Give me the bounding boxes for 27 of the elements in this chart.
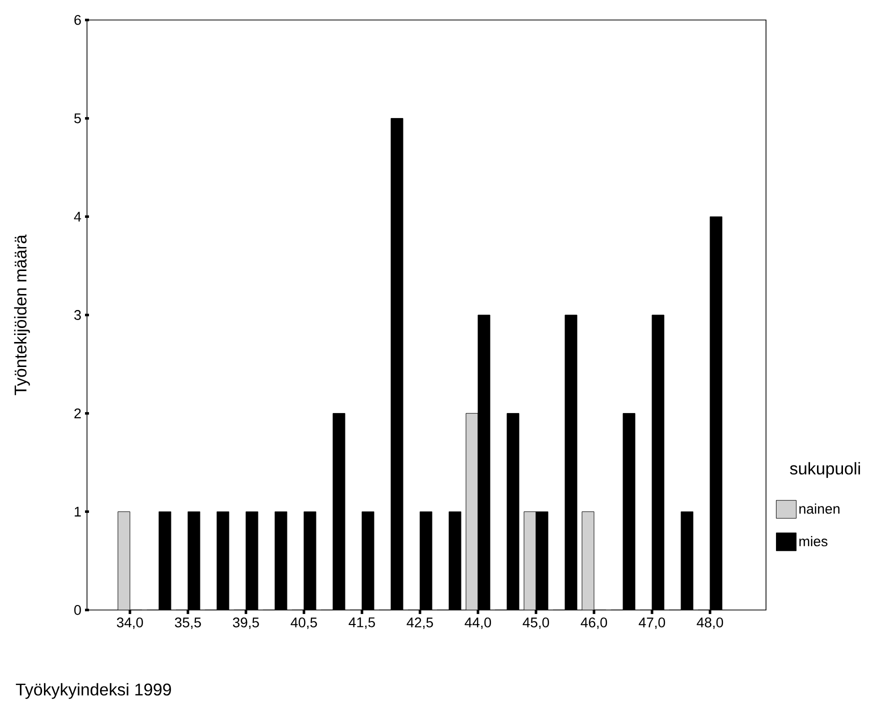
- x-tick-label: 45,0: [522, 618, 550, 630]
- x-tick-label: 44,0: [464, 618, 492, 630]
- x-tick-label: 48,0: [696, 618, 724, 630]
- y-tick-label: 0: [74, 605, 81, 615]
- bar: [582, 511, 594, 610]
- x-tick-label: 41,5: [348, 618, 375, 629]
- legend-label: mies: [799, 536, 828, 546]
- x-tick-label: 39,5: [232, 618, 259, 630]
- bar: [466, 413, 478, 610]
- y-tick-label: 2: [74, 408, 81, 418]
- y-tick-label: 3: [74, 310, 81, 320]
- y-tick-label: 4: [74, 212, 82, 222]
- bar: [118, 511, 130, 610]
- x-tick-label: 46,0: [580, 618, 608, 630]
- legend-title: sukupuoli: [790, 462, 860, 478]
- x-axis-title: Työkykyindeksi 1999: [16, 683, 171, 699]
- y-axis-title: Työntekijöiden määrä: [14, 234, 30, 396]
- x-tick-label: 47,0: [638, 618, 666, 630]
- legend-label: nainen: [799, 504, 840, 514]
- x-tick-label: 40,5: [290, 618, 317, 630]
- x-tick-label: 35,5: [174, 618, 201, 630]
- y-tick-label: 6: [74, 15, 81, 25]
- y-tick-label: 5: [74, 113, 81, 124]
- x-tick-label: 34,0: [116, 618, 143, 630]
- bar: [524, 511, 536, 610]
- y-tick-label: 1: [74, 506, 81, 516]
- x-tick-label: 42,5: [406, 618, 433, 630]
